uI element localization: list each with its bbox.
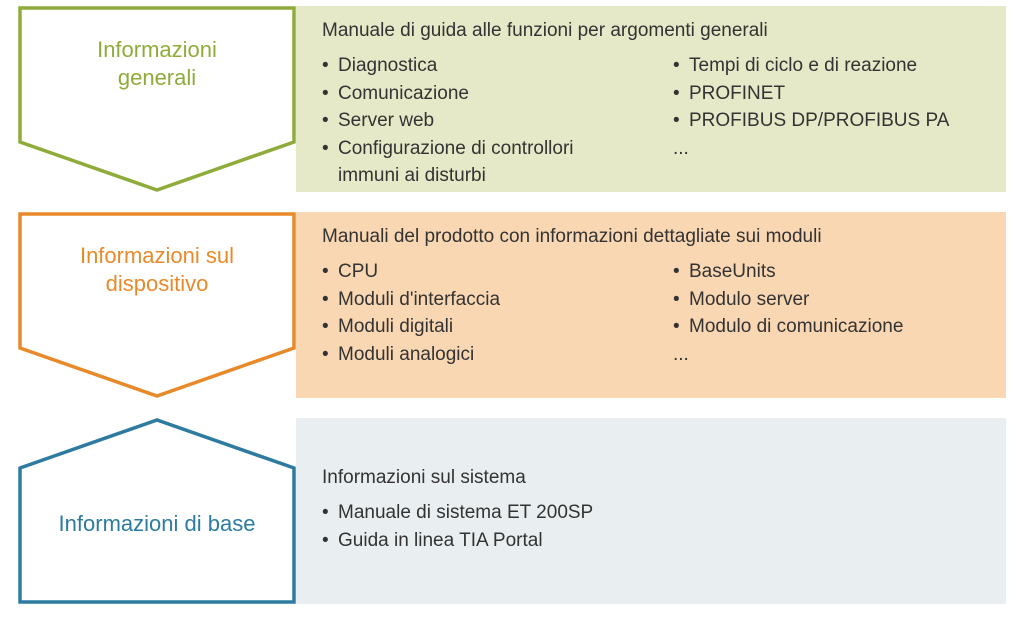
list-item: ... [673,135,984,163]
col-device-left: CPUModuli d'interfacciaModuli digitaliMo… [322,258,633,368]
list-item: Configurazione di controllori immuni ai … [322,135,633,190]
list-item: Moduli d'interfaccia [322,286,633,314]
row-base-info: Informazioni di base Informazioni sul si… [18,418,1006,604]
list-item: ... [673,341,984,369]
list-item: Manuale di sistema ET 200SP [322,499,984,528]
col-general-right: Tempi di ciclo e di reazionePROFINETPROF… [673,52,984,190]
content-device: Manuali del prodotto con informazioni de… [296,212,1006,398]
list-item: Server web [322,107,633,135]
label-base-text: Informazioni di base [59,511,256,536]
chevron-up-icon [18,212,296,398]
shape-house-base: Informazioni di base [18,418,296,604]
col-general-left: DiagnosticaComunicazioneServer webConfig… [322,52,633,190]
label-device: Informazioni suldispositivo [18,242,296,297]
cols-general: DiagnosticaComunicazioneServer webConfig… [322,52,984,190]
list-item: Diagnostica [322,52,633,80]
shape-chevron-general: Informazionigenerali [18,6,296,192]
label-device-text: Informazioni suldispositivo [80,243,234,296]
label-general-text: Informazionigenerali [97,37,217,90]
content-general: Manuale di guida alle funzioni per argom… [296,6,1006,192]
chevron-up-icon [18,6,296,192]
heading-base: Informazioni sul sistema [322,467,984,489]
row-general-info: Informazionigenerali Manuale di guida al… [18,6,1006,192]
list-item: Moduli analogici [322,341,633,369]
list-item: CPU [322,258,633,286]
label-base: Informazioni di base [18,510,296,538]
shape-chevron-device: Informazioni suldispositivo [18,212,296,398]
col-base: Manuale di sistema ET 200SPGuida in line… [322,499,984,556]
list-item: Guida in linea TIA Portal [322,527,984,556]
list-item: BaseUnits [673,258,984,286]
cols-device: CPUModuli d'interfacciaModuli digitaliMo… [322,258,984,368]
row-device-info: Informazioni suldispositivo Manuali del … [18,212,1006,398]
content-base: Informazioni sul sistema Manuale di sist… [296,418,1006,604]
list-item: Modulo di comunicazione [673,313,984,341]
label-general: Informazionigenerali [18,36,296,91]
heading-general: Manuale di guida alle funzioni per argom… [322,20,984,42]
list-item: PROFINET [673,80,984,108]
list-item: Moduli digitali [322,313,633,341]
list-item: Comunicazione [322,80,633,108]
list-item: Modulo server [673,286,984,314]
list-item: PROFIBUS DP/PROFIBUS PA [673,107,984,135]
list-item: Tempi di ciclo e di reazione [673,52,984,80]
heading-device: Manuali del prodotto con informazioni de… [322,226,984,248]
col-device-right: BaseUnitsModulo serverModulo di comunica… [673,258,984,368]
